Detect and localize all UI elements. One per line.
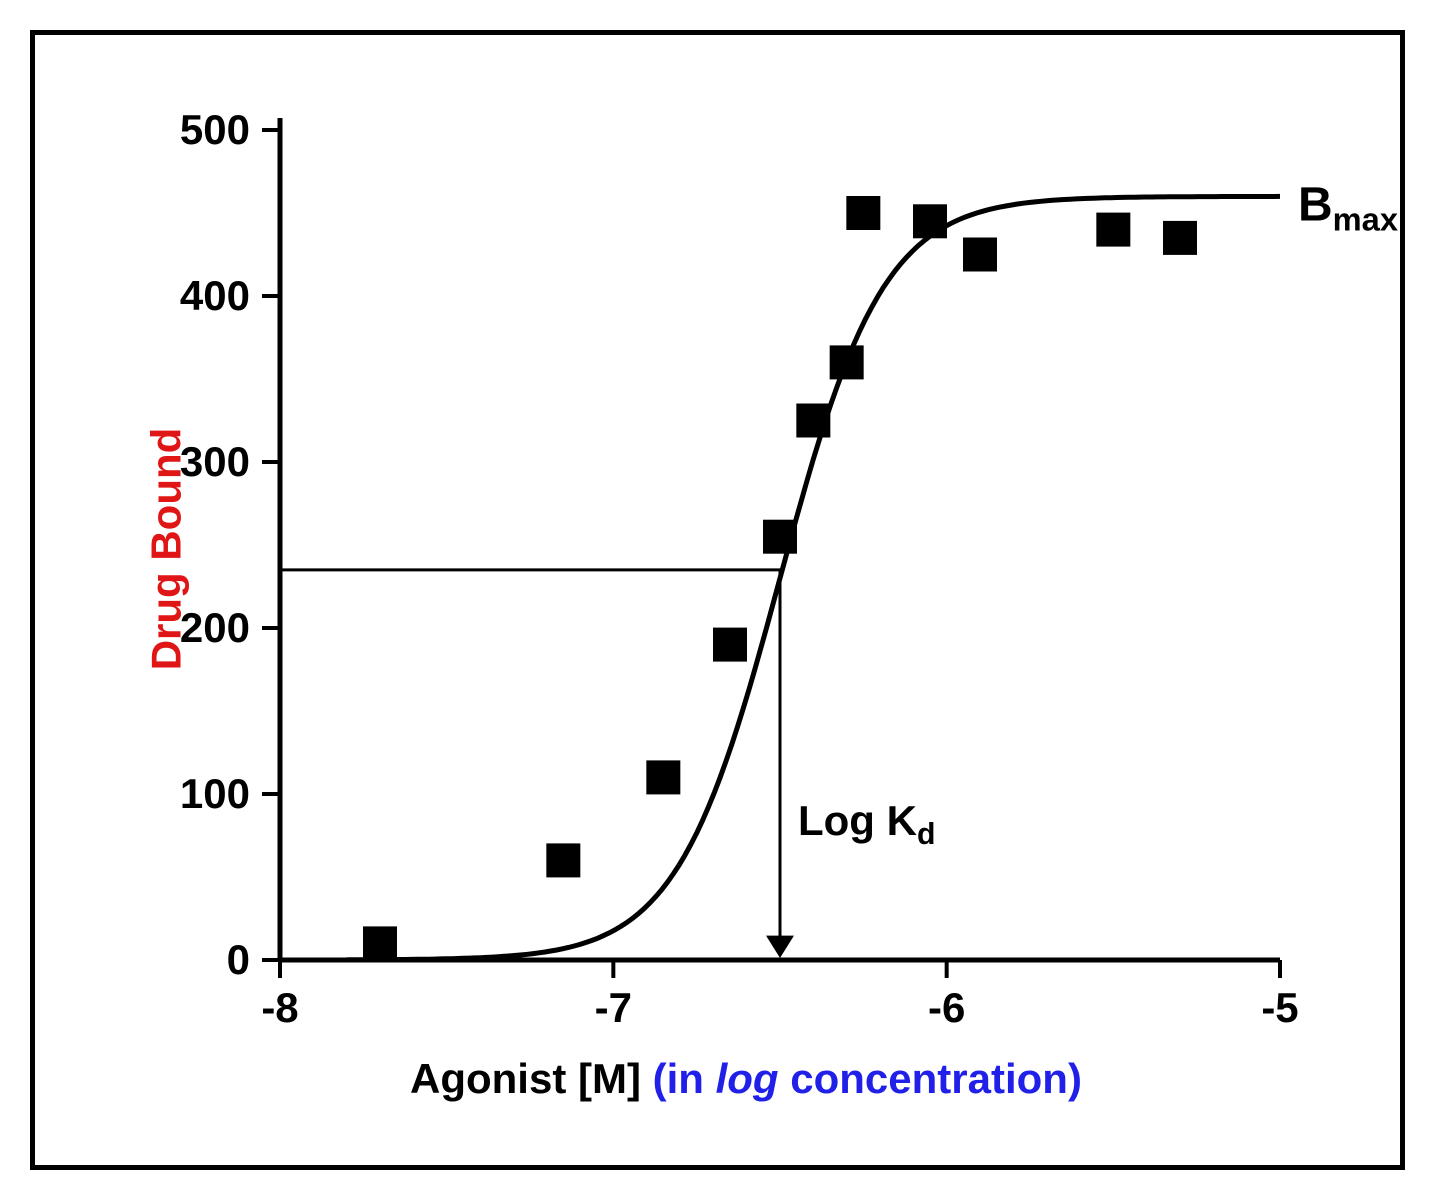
data-point: [546, 843, 580, 877]
y-tick-label: 300: [180, 438, 250, 485]
y-tick-label: 100: [180, 770, 250, 817]
data-point: [713, 628, 747, 662]
data-point: [830, 345, 864, 379]
x-title-black: Agonist [M]: [410, 1055, 653, 1102]
x-title-blue-open: (in: [653, 1055, 716, 1102]
bmax-label: Bmax: [1298, 178, 1398, 237]
binding-curve-chart: 0 100 200 300 400 500 -8 -7 -6 -5 Log Kd Bmax: [0, 0, 1435, 1200]
data-point: [646, 760, 680, 794]
x-title-blue-tail: concentration): [779, 1055, 1082, 1102]
x-title-blue-italic: log: [716, 1055, 779, 1102]
y-axis-title: Drug Bound: [142, 428, 190, 671]
x-axis-title: Agonist [M] (in log concentration): [410, 1055, 1082, 1103]
y-tick-label: 200: [180, 604, 250, 651]
data-point: [363, 926, 397, 960]
data-point: [796, 404, 830, 438]
y-tick-label: 400: [180, 272, 250, 319]
data-point: [1163, 221, 1197, 255]
data-point: [963, 238, 997, 272]
data-point: [846, 196, 880, 230]
data-point: [763, 520, 797, 554]
y-tick-label: 500: [180, 106, 250, 153]
data-point: [913, 204, 947, 238]
x-tick-label: -7: [595, 984, 632, 1031]
kd-label: Log Kd: [798, 797, 935, 851]
x-tick-label: -6: [928, 984, 965, 1031]
y-tick-label: 0: [227, 936, 250, 983]
fitted-curve: [347, 196, 1280, 959]
x-tick-label: -8: [261, 984, 298, 1031]
data-point: [1096, 213, 1130, 247]
kd-arrowhead-icon: [766, 936, 794, 958]
x-tick-label: -5: [1261, 984, 1298, 1031]
